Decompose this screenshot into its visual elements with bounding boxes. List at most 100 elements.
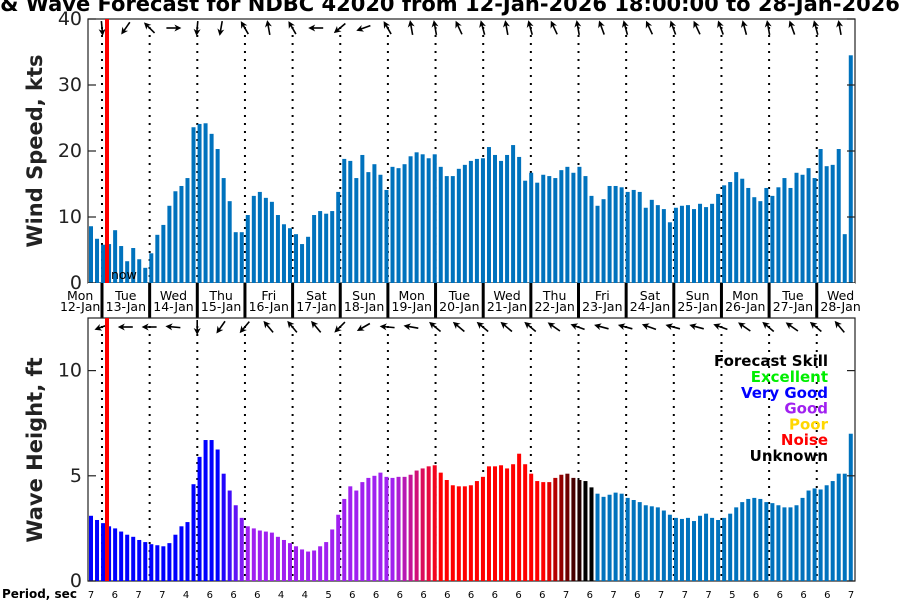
arrow-head (311, 320, 319, 329)
date-label: 19-Jan (392, 299, 432, 314)
wave-bar (221, 473, 226, 581)
wind-bar (535, 182, 540, 283)
period-value: 4 (278, 590, 284, 600)
arrow-head (689, 323, 697, 331)
wind-bar (456, 168, 461, 283)
wave-bar (312, 550, 317, 581)
wind-bar (185, 178, 190, 283)
wind-bar (227, 201, 232, 283)
y-tick-label: 10 (58, 360, 82, 382)
wave-bar (631, 499, 636, 581)
wave-bar (559, 474, 564, 581)
wave-bar (107, 526, 112, 581)
day-of-week-label: Sun (352, 288, 376, 303)
arrow-head (117, 323, 125, 331)
day-of-week-label: Mon (67, 288, 93, 303)
wave-bar (456, 486, 461, 581)
wave-bar (535, 481, 540, 581)
direction-arrow-icon (617, 323, 633, 331)
period-value: 6 (349, 590, 355, 600)
wind-bar (848, 55, 853, 283)
wind-bar (245, 215, 250, 283)
direction-arrow-icon (502, 20, 510, 36)
wave-bar (643, 505, 648, 581)
arrow-head (288, 21, 295, 29)
arrow-head (594, 323, 602, 331)
wave-bar (197, 456, 202, 581)
wind-bar (161, 224, 166, 283)
direction-arrow-icon (717, 20, 724, 35)
arrow-head (502, 20, 510, 28)
arrow-head (98, 28, 106, 36)
period-value: 6 (444, 590, 450, 600)
period-row: 7 6 7 7 4 6 6 6 4 4 5 6 6 6 6 6 6 6 6 6 7 6 7 6 7 7 7 5 6 6 6 6 7 (88, 590, 854, 600)
wind-bar (269, 201, 274, 283)
arrow-head (834, 320, 842, 329)
wind-bar (462, 164, 467, 283)
wind-bar (173, 191, 178, 283)
arrow-head (429, 321, 437, 330)
wave-bar (275, 536, 280, 581)
wave-bar (185, 522, 190, 581)
direction-arrow-icon (407, 20, 415, 36)
day-of-week-label: Sat (306, 288, 327, 303)
wave-bar (294, 546, 299, 581)
period-value: 6 (254, 590, 260, 600)
arrow-head (785, 322, 794, 330)
arrow-head (141, 323, 149, 331)
wind-bar (722, 185, 727, 283)
direction-arrow-icon (334, 321, 346, 333)
wave-bar (517, 453, 522, 581)
wave-bar (287, 543, 292, 581)
arrow-head (264, 20, 272, 28)
arrow-head (812, 20, 820, 28)
wind-bar (257, 191, 262, 283)
wave-bar (384, 476, 389, 581)
wave-bar (306, 551, 311, 581)
wind-bar (794, 172, 799, 283)
wave-bar (233, 505, 238, 581)
arrow-head (764, 20, 772, 28)
day-of-week-label: Fri (595, 288, 610, 303)
wind-bar (167, 205, 172, 283)
wave-bar (752, 497, 757, 581)
wind-bar (143, 267, 148, 283)
wind-bar (402, 164, 407, 283)
wave-bar (583, 481, 588, 581)
period-value: 6 (800, 590, 806, 600)
arrow-head (94, 324, 103, 331)
y-tick-label: 0 (70, 272, 82, 294)
direction-arrow-icon (645, 20, 654, 35)
wave-bar (360, 482, 365, 581)
wind-bar (414, 152, 419, 283)
period-value: 6 (515, 590, 521, 600)
day-of-week-label: Thu (208, 288, 232, 303)
arrow-head (621, 20, 629, 28)
wind-bar (511, 145, 516, 283)
wave-bar (420, 468, 425, 581)
wave-bar (414, 470, 419, 581)
period-value: 5 (729, 590, 735, 600)
wave-bar (119, 531, 124, 581)
arrow-head (121, 26, 129, 35)
period-value: 7 (563, 590, 569, 600)
day-of-week-label: Tue (114, 288, 137, 303)
wind-bar (740, 178, 745, 283)
wind-bar (499, 160, 504, 283)
direction-arrow-icon (594, 323, 609, 331)
period-value: 5 (325, 590, 331, 600)
direction-arrow-icon (379, 323, 395, 331)
wave-bar (499, 465, 504, 581)
direction-arrow-icon (598, 20, 605, 35)
wave-bar (432, 465, 437, 581)
period-value: 6 (587, 590, 593, 600)
wave-bar (444, 480, 449, 581)
direction-arrow-icon (762, 321, 775, 333)
date-strip-bg (88, 283, 855, 318)
wind-bar (203, 123, 208, 283)
wind-bar (758, 201, 763, 283)
arrow-head (617, 323, 626, 331)
direction-arrow-icon (740, 20, 748, 35)
wind-bar (486, 147, 491, 283)
